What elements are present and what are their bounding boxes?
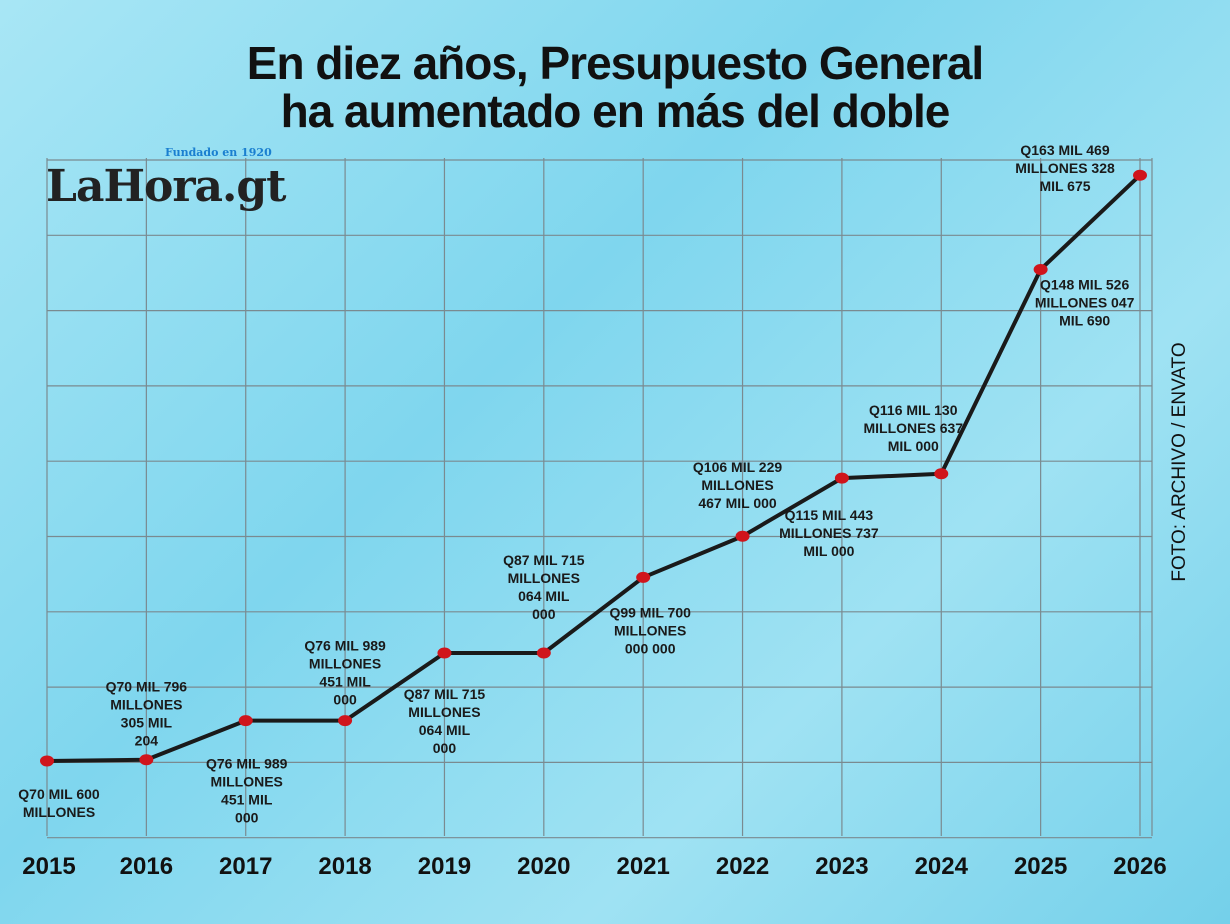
data-label-line: MILLONES 328: [1015, 160, 1115, 176]
data-label-line: 000: [433, 740, 457, 756]
data-label-line: Q148 MIL 526: [1040, 276, 1129, 292]
data-label-2019: Q87 MIL 715 MILLONES 064 MIL 000: [404, 686, 486, 756]
x-tick-label: 2023: [815, 853, 868, 880]
data-label-line: Q76 MIL 989: [206, 756, 288, 772]
data-label-line: Q87 MIL 715: [404, 686, 486, 702]
data-label-line: 000: [235, 810, 259, 826]
x-tick-label: 2024: [915, 853, 969, 880]
x-tick-label: 2022: [716, 853, 769, 880]
data-label-2020: Q87 MIL 715 MILLONES 064 MIL 000: [503, 552, 585, 622]
data-label-2016: Q70 MIL 796 MILLONES 305 MIL 204: [106, 679, 188, 749]
data-point-2017: [238, 715, 253, 727]
data-label-line: MILLONES: [508, 570, 580, 586]
title-line-2: ha aumentado en más del doble: [280, 85, 951, 137]
data-label-line: 204: [135, 733, 159, 749]
data-label-line: MIL 690: [1059, 312, 1110, 328]
data-label-line: MILLONES: [23, 804, 95, 820]
data-label-line: MILLONES: [110, 697, 182, 713]
x-tick-label: 2025: [1014, 853, 1067, 880]
data-point-2023: [834, 472, 849, 484]
logo-tagline: Fundado en 1920: [165, 146, 272, 159]
data-label-2017: Q76 MIL 989 MILLONES 451 MIL 000: [206, 756, 288, 826]
data-label-2025: Q148 MIL 526 MILLONES 047 MIL 690: [1035, 276, 1135, 328]
x-tick-label: 2026: [1113, 853, 1166, 880]
x-tick-label: 2020: [517, 853, 570, 880]
data-label-2015: Q70 MIL 600 MILLONES: [18, 786, 100, 820]
logo: LaHora.gt: [46, 161, 286, 212]
data-point-2020: [536, 647, 551, 659]
data-label-line: MILLONES 637: [863, 420, 963, 436]
data-label-line: Q106 MIL 229: [693, 459, 782, 475]
data-label-line: MILLONES: [408, 704, 480, 720]
data-label-2023: Q115 MIL 443 MILLONES 737 MIL 000: [779, 507, 879, 559]
data-label-line: Q76 MIL 989: [304, 638, 386, 654]
data-point-2019: [437, 647, 452, 659]
data-point-2016: [139, 754, 154, 766]
data-label-line: MILLONES 737: [779, 525, 879, 541]
data-label-line: Q70 MIL 600: [18, 786, 100, 802]
data-label-line: Q70 MIL 796: [106, 679, 188, 695]
data-label-line: MIL 675: [1039, 178, 1090, 194]
data-label-line: 000 000: [625, 640, 676, 656]
data-label-line: MIL 000: [888, 438, 939, 454]
data-label-2026: Q163 MIL 469 MILLONES 328 MIL 675: [1015, 142, 1115, 194]
data-point-2015: [40, 755, 54, 767]
data-point-2024: [934, 468, 949, 480]
data-label-line: Q99 MIL 700: [609, 604, 691, 620]
data-label-line: 305 MIL: [121, 715, 173, 731]
data-label-line: 451 MIL: [319, 674, 371, 690]
data-label-line: 467 MIL 000: [698, 495, 777, 511]
data-point-2018: [338, 715, 353, 727]
data-label-line: MILLONES: [309, 656, 381, 672]
x-tick-label: 2018: [318, 853, 371, 880]
data-label-line: Q87 MIL 715: [503, 552, 585, 568]
x-tick-label: 2017: [219, 853, 272, 880]
data-point-2021: [636, 571, 651, 583]
data-label-line: MIL 000: [803, 543, 854, 559]
data-point-2022: [735, 530, 750, 542]
data-label-line: Q163 MIL 469: [1020, 142, 1109, 158]
data-label-line: MILLONES: [614, 622, 686, 638]
data-point-2025: [1033, 263, 1048, 275]
series-line: [46, 173, 1142, 763]
data-label-line: 064 MIL: [518, 588, 570, 604]
data-label-2018: Q76 MIL 989 MILLONES 451 MIL 000: [304, 638, 386, 708]
data-point-2026: [1133, 169, 1147, 181]
data-label-2024: Q116 MIL 130 MILLONES 637 MIL 000: [863, 402, 963, 454]
data-label-2022: Q106 MIL 229 MILLONES 467 MIL 000: [693, 459, 782, 511]
data-label-line: MILLONES 047: [1035, 294, 1135, 310]
data-label-2021: Q99 MIL 700 MILLONES 000 000: [609, 604, 691, 656]
x-tick-label: 2015: [22, 853, 75, 880]
data-label-line: MILLONES: [211, 774, 283, 790]
x-tick-label: 2019: [418, 853, 471, 880]
data-label-line: 064 MIL: [419, 722, 471, 738]
x-tick-label: 2016: [120, 853, 173, 880]
data-label-line: MILLONES: [701, 477, 773, 493]
data-label-line: Q116 MIL 130: [869, 402, 958, 418]
data-label-line: 000: [333, 692, 357, 708]
photo-credit: FOTO: ARCHIVO / ENVATO: [1169, 342, 1190, 582]
title-line-1: En diez años, Presupuesto General: [246, 37, 984, 89]
x-tick-label: 2021: [616, 853, 669, 880]
data-label-line: 451 MIL: [221, 792, 273, 808]
data-label-line: 000: [532, 606, 556, 622]
data-label-line: Q115 MIL 443: [785, 507, 874, 523]
